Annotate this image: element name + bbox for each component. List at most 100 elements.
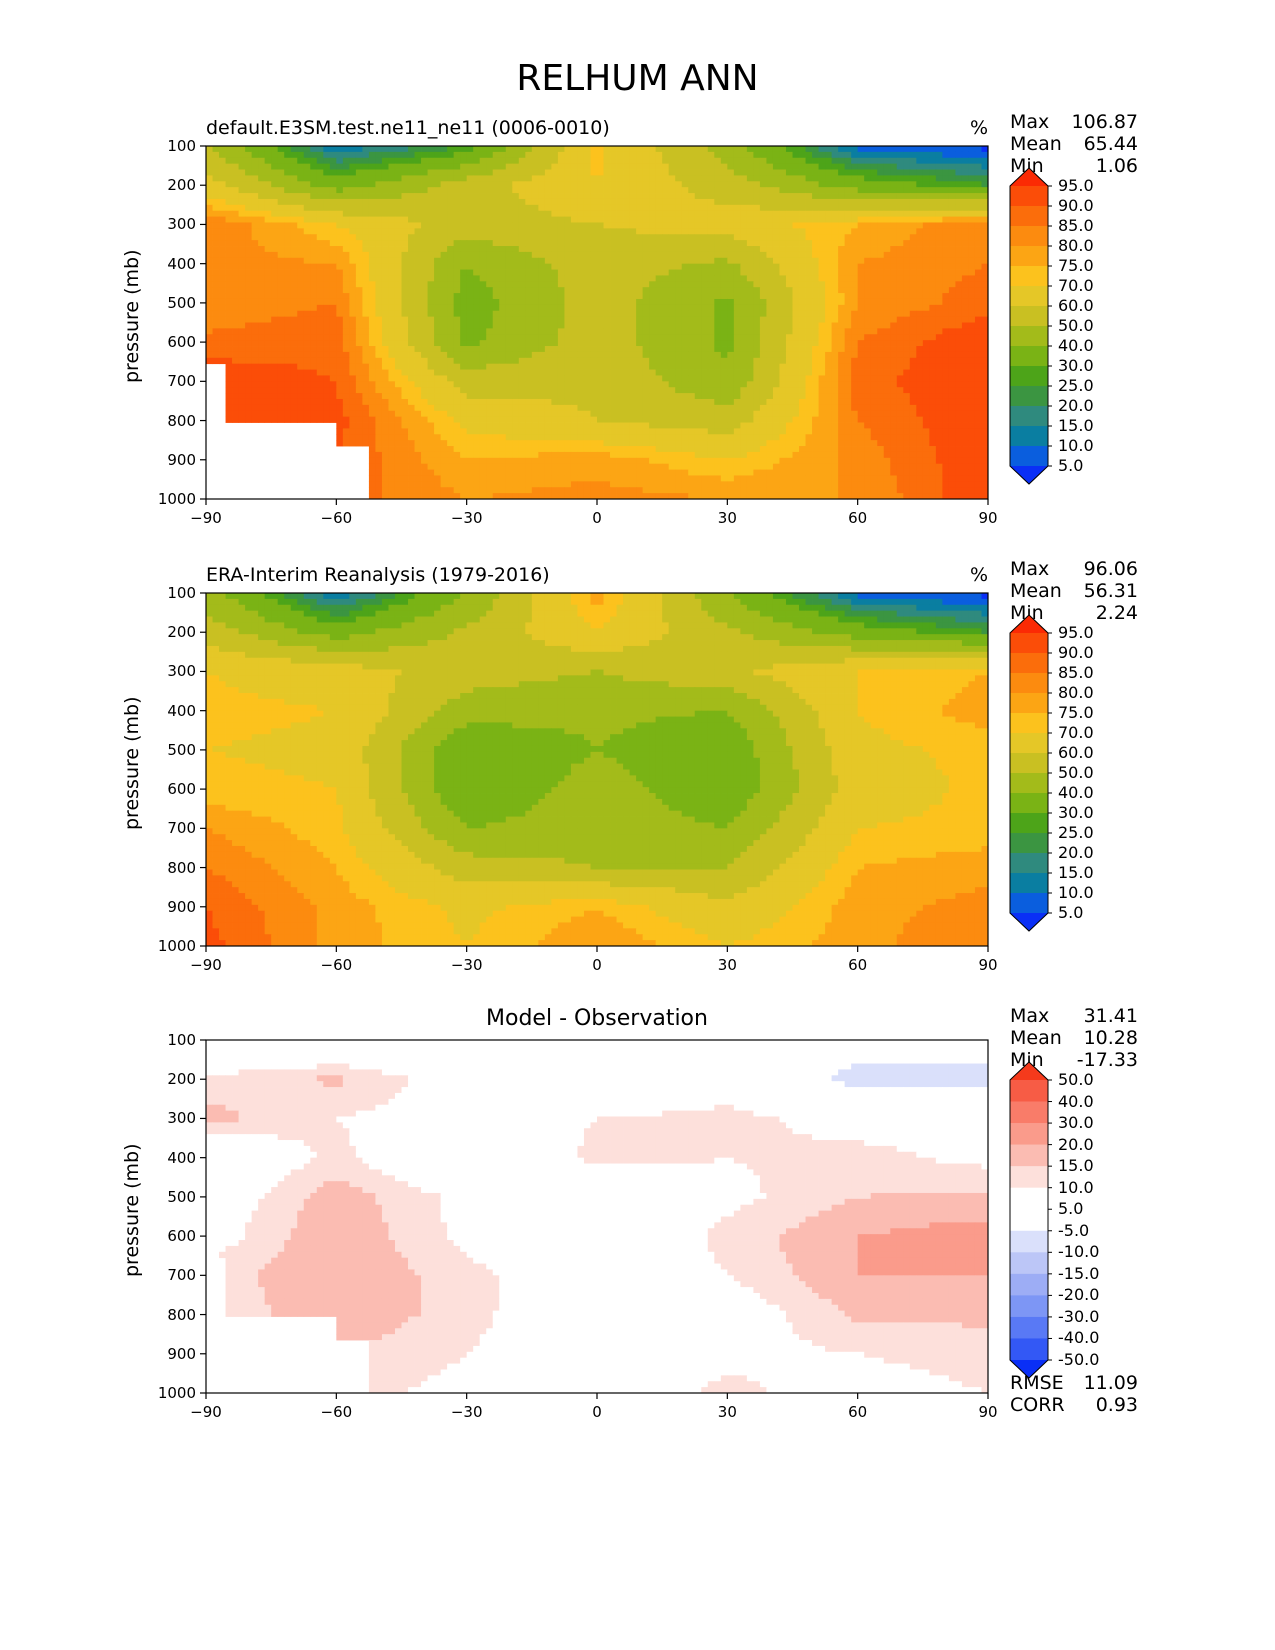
heatmap-cell [381,193,389,200]
heatmap-cell [512,175,520,182]
heatmap-cell [206,251,213,259]
heatmap-cell [414,369,422,376]
heatmap-cell [857,198,865,206]
heatmap-cell [336,346,344,353]
heatmap-cell [844,175,852,182]
heatmap-cell [349,246,357,253]
heatmap-cell [310,334,318,341]
heatmap-cell [414,240,422,247]
heatmap-cell [570,193,578,200]
heatmap-cell [623,228,630,235]
heatmap-cell [642,204,650,212]
heatmap-cell [766,181,774,188]
heatmap-cell [785,281,793,288]
heatmap-cell [538,146,546,153]
heatmap-cell [394,210,402,217]
heatmap-cell [929,234,937,241]
heatmap-cell [284,157,292,165]
heatmap-cell [394,146,402,153]
heatmap-cell [909,375,917,382]
heatmap-cell [883,275,891,282]
heatmap-cell [219,246,226,253]
heatmap-cell [440,263,448,270]
heatmap-cell [629,351,637,359]
heatmap-cell [499,322,507,329]
heatmap-cell [284,293,292,300]
heatmap-cell [655,204,663,212]
heatmap-cell [942,346,950,353]
heatmap-cell [772,234,780,241]
heatmap-cell [512,234,520,241]
heatmap-cell [662,157,670,165]
heatmap-cell [271,204,279,212]
heatmap-cell [890,204,898,212]
heatmap-cell [909,340,917,347]
heatmap-cell [864,334,872,341]
heatmap-cell [844,369,852,376]
heatmap-cell [564,287,572,294]
heatmap-cell [310,357,318,365]
heatmap-cell [368,322,376,329]
heatmap-cell [616,328,624,335]
heatmap-cell [499,181,507,188]
heatmap-cell [825,375,832,382]
heatmap-cell [981,375,989,382]
heatmap-cell [675,322,683,329]
heatmap-cell [701,298,709,306]
heatmap-cell [759,240,767,247]
heatmap-cell [909,246,917,253]
heatmap-cell [825,198,832,206]
heatmap-cell [759,157,767,165]
heatmap-cell [597,234,604,241]
heatmap-cell [799,251,806,259]
heatmap-cell [870,187,878,194]
heatmap-cell [342,198,350,206]
heatmap-cell [753,298,761,306]
heatmap-cell [916,187,924,194]
heatmap-cell [981,363,989,370]
heatmap-cell [610,351,617,359]
heatmap-cell [310,316,318,323]
heatmap-cell [225,263,233,270]
heatmap-cell [219,175,226,182]
heatmap-cell [303,151,311,159]
heatmap-cell [818,251,826,259]
heatmap-cell [466,369,474,376]
heatmap-cell [427,375,435,382]
heatmap-cell [486,210,494,217]
heatmap-cell [505,357,513,365]
heatmap-cell [453,310,461,318]
heatmap-cell [955,222,963,229]
heatmap-cell [948,363,956,370]
heatmap-cell [740,228,748,235]
heatmap-cell [401,275,409,282]
heatmap-cell [336,369,344,376]
heatmap-cell [870,369,878,376]
heatmap-cell [486,222,494,229]
heatmap-cell [427,181,435,188]
heatmap-cell [505,340,513,347]
heatmap-cell [336,257,344,265]
heatmap-cell [922,316,930,323]
heatmap-cell [792,157,800,165]
heatmap-cell [857,263,865,270]
heatmap-cell [551,310,559,318]
heatmap-cell [981,216,989,223]
heatmap-cell [890,246,898,253]
heatmap-cell [277,293,285,300]
heatmap-cell [251,304,259,312]
heatmap-cell [929,304,937,312]
heatmap-cell [349,334,357,341]
heatmap-cell [362,210,370,217]
heatmap-cell [662,222,670,229]
heatmap-cell [681,234,689,241]
heatmap-cell [857,193,865,200]
heatmap-cell [701,257,709,265]
heatmap-cell [297,351,305,359]
heatmap-cell [264,187,272,194]
heatmap-cell [948,304,956,312]
heatmap-cell [258,251,266,259]
heatmap-cell [642,310,650,318]
heatmap-cell [310,181,318,188]
heatmap-cell [238,269,246,276]
